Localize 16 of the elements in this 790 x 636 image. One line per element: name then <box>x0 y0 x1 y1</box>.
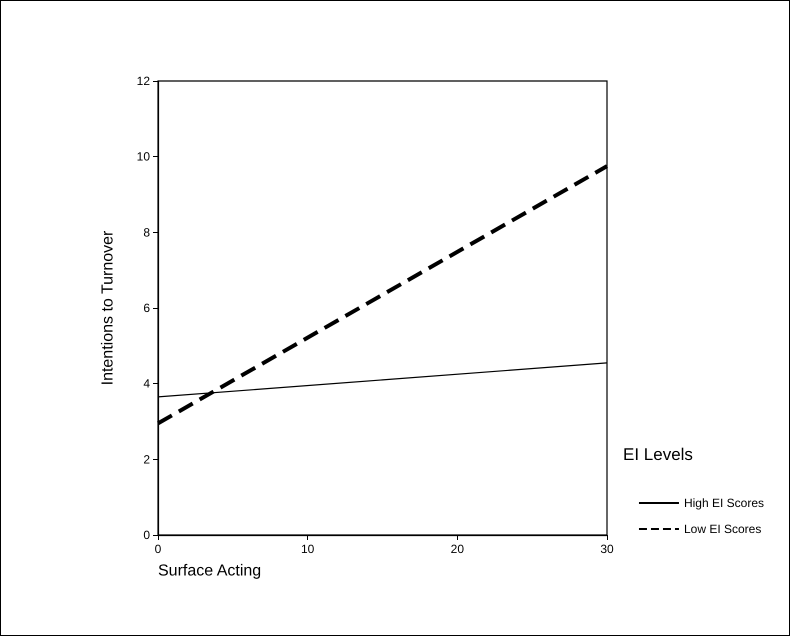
y-tick-label: 6 <box>143 301 150 315</box>
y-tick-label: 8 <box>143 225 150 240</box>
y-axis-title: Intentions to Turnover <box>100 230 116 386</box>
x-axis-title: Surface Acting <box>158 562 262 580</box>
x-tick-label: 20 <box>450 542 464 556</box>
y-tick-label: 12 <box>136 74 150 88</box>
y-tick-label: 0 <box>143 528 150 542</box>
legend-title: EI Levels <box>623 445 693 464</box>
x-tick-label: 30 <box>600 542 614 556</box>
y-tick-label: 2 <box>143 452 150 466</box>
x-tick-label: 0 <box>154 542 162 556</box>
y-tick-label: 10 <box>136 150 150 164</box>
legend-label: Low EI Scores <box>684 522 762 536</box>
legend-label: High EI Scores <box>684 496 764 510</box>
y-tick-label: 4 <box>143 376 150 391</box>
x-tick-label: 10 <box>300 542 315 556</box>
